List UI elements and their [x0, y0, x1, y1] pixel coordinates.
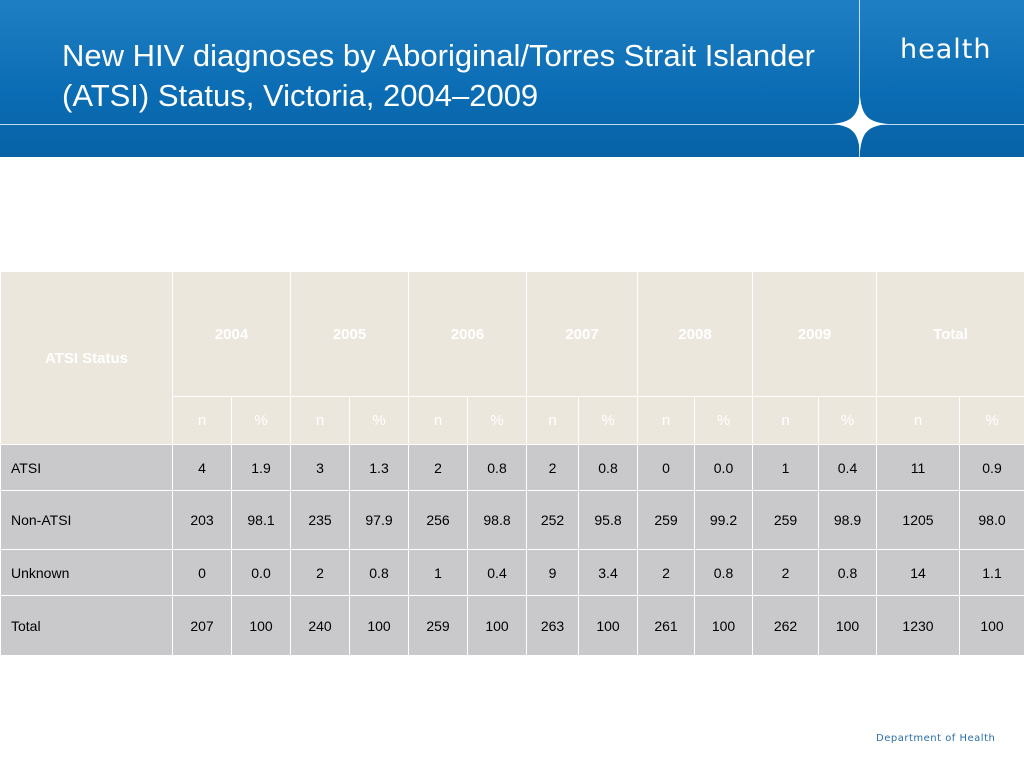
- count-subheader: n: [752, 396, 819, 445]
- count-cell: 2: [408, 444, 468, 491]
- row-label: Unknown: [0, 549, 173, 596]
- year-header-row: ATSI Status 2004 2005 2006 2007 2008 200…: [0, 271, 1024, 445]
- table-row: Non-ATSI 203 98.1 235 97.9 256 98.8 252 95.8 259 9…: [0, 490, 1024, 550]
- percent-cell: 98.1: [231, 490, 291, 550]
- percent-cell: 0.8: [467, 444, 527, 491]
- percent-cell: 0.8: [349, 549, 409, 596]
- percent-cell: 100: [467, 595, 527, 656]
- percent-cell: 0.8: [578, 444, 638, 491]
- slide-title: New HIV diagnoses by Aboriginal/Torres S…: [62, 38, 815, 113]
- hiv-diagnoses-table: ATSI Status 2004 2005 2006 2007 2008 200…: [0, 271, 1024, 656]
- department-of-health-footer: Department of Health: [876, 733, 996, 744]
- count-cell: 1230: [876, 595, 960, 656]
- percent-cell: 100: [959, 595, 1024, 656]
- count-cell: 259: [408, 595, 468, 656]
- percent-cell: 1.3: [349, 444, 409, 491]
- count-cell: 203: [172, 490, 232, 550]
- count-subheader: n: [876, 396, 960, 445]
- percent-cell: 98.8: [467, 490, 527, 550]
- count-cell: 9: [526, 549, 579, 596]
- subheader-row: n% n% n% n% n% n% n%: [1, 396, 1024, 445]
- count-cell: 207: [172, 595, 232, 656]
- percent-cell: 97.9: [349, 490, 409, 550]
- count-cell: 252: [526, 490, 579, 550]
- percent-subheader: %: [349, 396, 409, 445]
- year-header-2008: 2008: [637, 271, 753, 397]
- atsi-status-header: ATSI Status: [0, 271, 173, 445]
- percent-cell: 100: [578, 595, 638, 656]
- year-header-total: Total: [876, 271, 1024, 397]
- percent-cell: 100: [231, 595, 291, 656]
- percent-cell: 1.1: [959, 549, 1024, 596]
- percent-cell: 99.2: [694, 490, 753, 550]
- percent-cell: 0.4: [818, 444, 877, 491]
- count-cell: 259: [637, 490, 695, 550]
- count-cell: 2: [526, 444, 579, 491]
- row-label: Non-ATSI: [0, 490, 173, 550]
- count-cell: 235: [290, 490, 350, 550]
- year-header-2009: 2009: [752, 271, 877, 397]
- header-banner: New HIV diagnoses by Aboriginal/Torres S…: [0, 0, 1024, 157]
- percent-cell: 0.4: [467, 549, 527, 596]
- percent-cell: 95.8: [578, 490, 638, 550]
- percent-cell: 100: [818, 595, 877, 656]
- count-cell: 1205: [876, 490, 960, 550]
- count-subheader: n: [408, 396, 468, 445]
- count-subheader: n: [172, 396, 232, 445]
- banner-divider-horizontal: [0, 124, 1024, 125]
- count-cell: 259: [752, 490, 819, 550]
- count-subheader: n: [290, 396, 350, 445]
- count-cell: 3: [290, 444, 350, 491]
- percent-subheader: %: [578, 396, 638, 445]
- count-cell: 240: [290, 595, 350, 656]
- table-row: ATSI 4 1.9 3 1.3 2 0.8 2 0.8 0 0.0 1 0.4 11 0.9: [0, 444, 1024, 491]
- percent-subheader: %: [959, 396, 1024, 445]
- count-cell: 261: [637, 595, 695, 656]
- banner-divider-vertical: [859, 0, 860, 157]
- percent-cell: 3.4: [578, 549, 638, 596]
- percent-cell: 1.9: [231, 444, 291, 491]
- count-cell: 14: [876, 549, 960, 596]
- count-cell: 11: [876, 444, 960, 491]
- count-subheader: n: [526, 396, 579, 445]
- percent-cell: 0.0: [694, 444, 753, 491]
- percent-subheader: %: [467, 396, 527, 445]
- count-cell: 256: [408, 490, 468, 550]
- year-header-2007: 2007: [526, 271, 638, 397]
- count-subheader: n: [637, 396, 695, 445]
- percent-subheader: %: [694, 396, 753, 445]
- percent-cell: 0.0: [231, 549, 291, 596]
- percent-cell: 0.9: [959, 444, 1024, 491]
- count-cell: 2: [290, 549, 350, 596]
- percent-cell: 0.8: [818, 549, 877, 596]
- table-row: Unknown 0 0.0 2 0.8 1 0.4 9 3.4 2 0.8 2 0.8 14 1.1: [0, 549, 1024, 596]
- year-header-2005: 2005: [290, 271, 409, 397]
- health-logo-text: health: [900, 34, 992, 65]
- table-row: Total 207 100 240 100 259 100 263 100 261 100 262 10…: [0, 595, 1024, 656]
- table-body: ATSI 4 1.9 3 1.3 2 0.8 2 0.8 0 0.0 1 0.4 11 0.9 Non-ATS…: [0, 444, 1024, 656]
- percent-cell: 98.0: [959, 490, 1024, 550]
- count-cell: 263: [526, 595, 579, 656]
- sparkle-star-icon: [832, 96, 888, 152]
- percent-cell: 98.9: [818, 490, 877, 550]
- percent-cell: 0.8: [694, 549, 753, 596]
- count-cell: 0: [172, 549, 232, 596]
- count-cell: 2: [637, 549, 695, 596]
- percent-cell: 100: [349, 595, 409, 656]
- count-cell: 4: [172, 444, 232, 491]
- percent-cell: 100: [694, 595, 753, 656]
- count-cell: 2: [752, 549, 819, 596]
- count-cell: 0: [637, 444, 695, 491]
- row-label: Total: [0, 595, 173, 656]
- percent-subheader: %: [818, 396, 877, 445]
- count-cell: 1: [752, 444, 819, 491]
- year-header-2006: 2006: [408, 271, 527, 397]
- percent-subheader: %: [231, 396, 291, 445]
- count-cell: 1: [408, 549, 468, 596]
- row-label: ATSI: [0, 444, 173, 491]
- count-cell: 262: [752, 595, 819, 656]
- year-header-2004: 2004: [172, 271, 291, 397]
